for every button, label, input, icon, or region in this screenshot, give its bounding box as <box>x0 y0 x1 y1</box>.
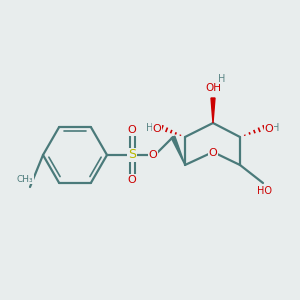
Text: O: O <box>128 175 136 185</box>
Text: H: H <box>146 123 154 133</box>
Polygon shape <box>211 98 215 123</box>
Text: HO: HO <box>257 186 272 196</box>
Text: CH₃: CH₃ <box>17 175 33 184</box>
Text: O: O <box>208 148 217 158</box>
Text: O: O <box>148 150 158 160</box>
Text: O: O <box>153 124 161 134</box>
Text: S: S <box>128 148 136 161</box>
Text: O: O <box>128 125 136 135</box>
Text: H: H <box>218 74 226 84</box>
Text: OH: OH <box>205 83 221 93</box>
Text: O: O <box>265 124 273 134</box>
Text: H: H <box>272 123 280 133</box>
Polygon shape <box>171 136 185 165</box>
